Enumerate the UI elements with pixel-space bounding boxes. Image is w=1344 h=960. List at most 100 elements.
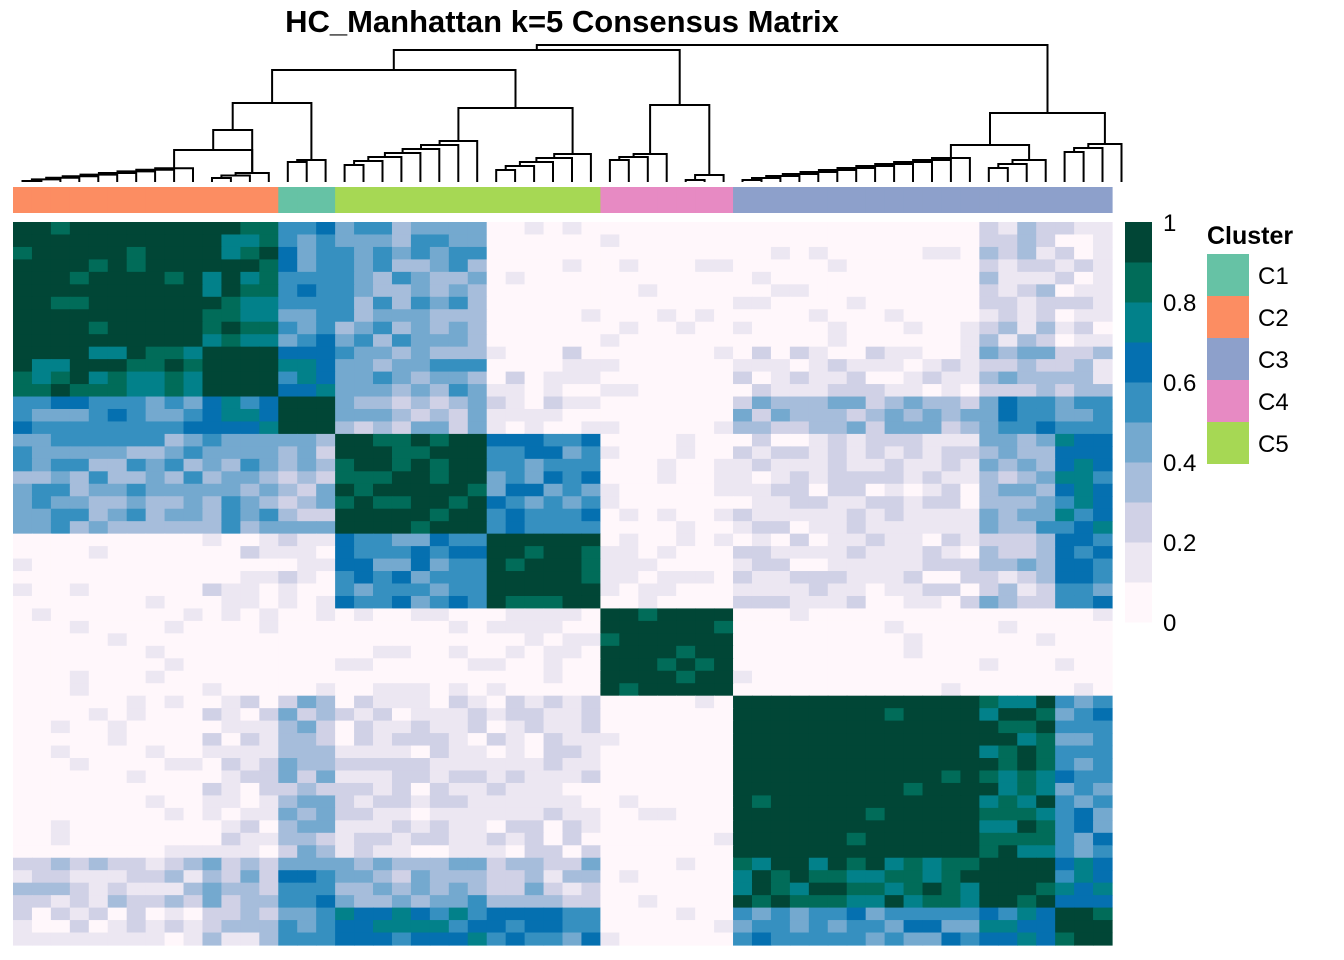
heatmap-cell <box>1074 571 1094 585</box>
heatmap-cell <box>429 359 450 373</box>
heatmap-cell <box>979 670 999 684</box>
heatmap-cell <box>808 521 829 535</box>
heatmap-cell <box>827 271 848 285</box>
heatmap-cell <box>884 359 905 373</box>
heatmap-cell <box>354 246 374 260</box>
heatmap-cell <box>960 920 980 934</box>
heatmap-cell <box>335 284 355 298</box>
heatmap-cell <box>751 932 772 946</box>
heatmap-cell <box>297 795 317 809</box>
heatmap-cell <box>638 633 658 647</box>
heatmap-cell <box>524 458 545 472</box>
heatmap-cell <box>562 608 583 622</box>
heatmap-cell <box>1074 433 1094 447</box>
heatmap-cell <box>619 595 639 610</box>
heatmap-cell <box>941 720 962 734</box>
heatmap-cell <box>467 371 488 385</box>
heatmap-cell <box>126 608 147 622</box>
heatmap-cell <box>638 733 658 747</box>
heatmap-cell <box>1055 471 1075 485</box>
heatmap-cell <box>846 583 867 597</box>
heatmap-cell <box>524 546 545 560</box>
heatmap-cell <box>486 546 507 560</box>
heatmap-cell <box>107 483 128 497</box>
heatmap-cell <box>998 857 1018 871</box>
heatmap-cell <box>941 483 962 497</box>
heatmap-cell <box>1036 471 1056 485</box>
heatmap-cell <box>410 546 431 560</box>
heatmap-cell <box>448 546 469 560</box>
heatmap-cell <box>164 246 185 260</box>
heatmap-cell <box>884 745 905 759</box>
heatmap-cell <box>335 222 355 236</box>
heatmap-cell <box>865 758 886 772</box>
heatmap-cell <box>335 807 355 821</box>
heatmap-cell <box>410 932 431 946</box>
heatmap-cell <box>259 496 279 510</box>
heatmap-cell <box>50 807 71 821</box>
heatmap-cell <box>1036 857 1056 871</box>
heatmap-cell <box>50 845 71 859</box>
heatmap-cell <box>543 458 564 472</box>
heatmap-cell <box>941 471 962 485</box>
heatmap-cell <box>827 234 848 248</box>
heatmap-cell <box>467 845 488 859</box>
heatmap-cell <box>695 807 715 821</box>
heatmap-cell <box>676 820 696 834</box>
heatmap-cell <box>865 371 886 385</box>
heatmap-cell <box>183 720 204 734</box>
heatmap-cell <box>107 346 128 360</box>
heatmap-cell <box>600 920 620 934</box>
heatmap-cell <box>770 882 791 896</box>
heatmap-cell <box>695 546 715 560</box>
heatmap-cell <box>410 359 431 373</box>
heatmap-cell <box>354 832 374 846</box>
colorbar-tick-label: 0.6 <box>1163 370 1196 397</box>
heatmap-cell <box>145 558 166 572</box>
heatmap-cell <box>903 670 924 684</box>
heatmap-cell <box>600 458 620 472</box>
heatmap-cell <box>316 832 336 846</box>
heatmap-cell <box>202 408 223 423</box>
heatmap-cell <box>297 857 317 871</box>
heatmap-cell <box>429 795 450 809</box>
heatmap-cell <box>751 595 772 610</box>
heatmap-cell <box>391 222 412 236</box>
heatmap-cell <box>126 670 147 684</box>
heatmap-cell <box>164 284 185 298</box>
heatmap-cell <box>202 446 223 460</box>
heatmap-cell <box>335 533 355 547</box>
heatmap-cell <box>903 558 924 572</box>
heatmap-cell <box>448 471 469 485</box>
heatmap-cell <box>107 533 128 547</box>
heatmap-cell <box>676 296 696 310</box>
heatmap-cell <box>183 234 204 248</box>
heatmap-cell <box>562 645 583 659</box>
heatmap-cell <box>770 708 791 722</box>
heatmap-cell <box>960 820 980 834</box>
heatmap-cell <box>126 920 147 934</box>
heatmap-cell <box>278 708 298 722</box>
heatmap-cell <box>960 645 980 659</box>
heatmap-cell <box>581 608 601 622</box>
dendrogram-branch <box>343 164 365 182</box>
heatmap-cell <box>69 658 90 672</box>
heatmap-cell <box>31 408 52 423</box>
heatmap-cell <box>846 521 867 535</box>
heatmap-cell <box>107 907 128 921</box>
heatmap-cell <box>562 695 583 709</box>
heatmap-cell <box>240 421 260 435</box>
heatmap-cell <box>865 795 886 809</box>
heatmap-cell <box>562 259 583 273</box>
heatmap-cell <box>278 595 298 610</box>
heatmap-cell <box>1093 820 1113 834</box>
heatmap-cell <box>50 695 71 709</box>
heatmap-cell <box>903 633 924 647</box>
heatmap-cell <box>240 608 260 622</box>
heatmap-cell <box>998 845 1018 859</box>
heatmap-cell <box>979 458 999 472</box>
heatmap-cell <box>448 433 469 447</box>
heatmap-cell <box>50 334 71 348</box>
heatmap-cell <box>543 920 564 934</box>
heatmap-cell <box>126 770 147 784</box>
